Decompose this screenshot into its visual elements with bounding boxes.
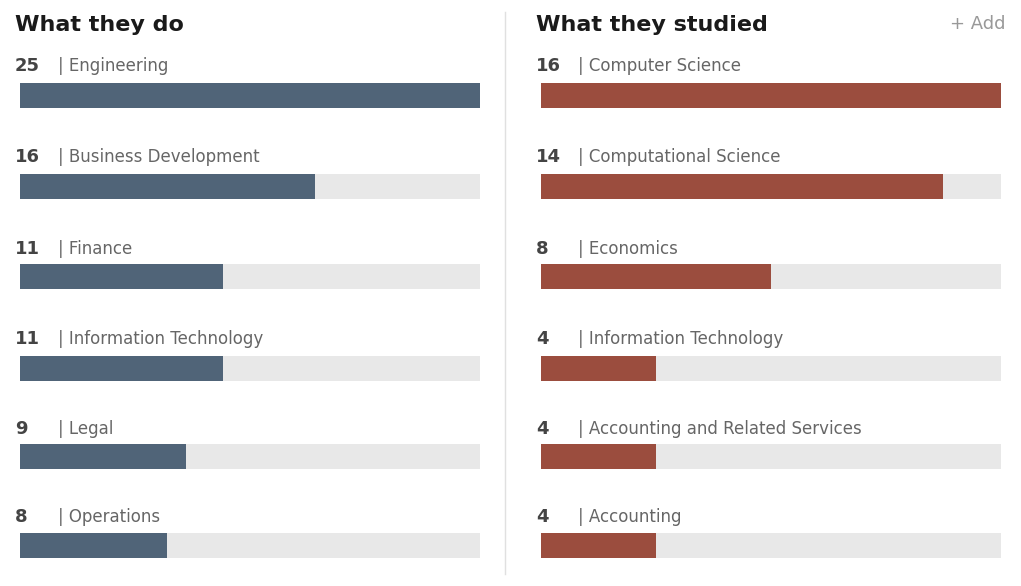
- Bar: [541, 83, 1001, 108]
- Bar: [20, 356, 480, 381]
- Bar: [541, 444, 1001, 469]
- Bar: [20, 174, 314, 199]
- Bar: [20, 174, 480, 199]
- Text: | Finance: | Finance: [57, 240, 132, 258]
- Bar: [541, 356, 1001, 381]
- Text: 8: 8: [15, 508, 28, 526]
- Text: 8: 8: [536, 240, 548, 258]
- Text: 25: 25: [15, 57, 40, 75]
- Bar: [541, 83, 1001, 108]
- Bar: [20, 533, 480, 558]
- Text: | Accounting and Related Services: | Accounting and Related Services: [578, 420, 862, 438]
- Text: | Computational Science: | Computational Science: [578, 148, 781, 166]
- Text: What they do: What they do: [15, 15, 184, 35]
- Bar: [541, 174, 943, 199]
- Bar: [20, 83, 480, 108]
- Text: 11: 11: [15, 240, 40, 258]
- Text: | Information Technology: | Information Technology: [57, 330, 262, 348]
- Bar: [20, 533, 167, 558]
- Text: 4: 4: [536, 330, 548, 348]
- Text: 4: 4: [536, 508, 548, 526]
- Bar: [20, 444, 480, 469]
- Bar: [20, 444, 186, 469]
- Text: 14: 14: [536, 148, 561, 166]
- Bar: [20, 264, 223, 289]
- Text: 4: 4: [536, 420, 548, 438]
- Bar: [541, 444, 655, 469]
- Bar: [541, 356, 655, 381]
- Text: | Engineering: | Engineering: [57, 57, 167, 75]
- Bar: [541, 264, 771, 289]
- Text: 9: 9: [15, 420, 28, 438]
- Text: 16: 16: [536, 57, 561, 75]
- Text: | Operations: | Operations: [57, 508, 159, 526]
- Bar: [20, 264, 480, 289]
- Bar: [541, 533, 655, 558]
- Bar: [541, 533, 1001, 558]
- Text: | Economics: | Economics: [578, 240, 678, 258]
- Bar: [541, 264, 1001, 289]
- Text: + Add: + Add: [951, 15, 1006, 33]
- Text: | Information Technology: | Information Technology: [578, 330, 783, 348]
- Text: | Legal: | Legal: [57, 420, 113, 438]
- Text: | Accounting: | Accounting: [578, 508, 682, 526]
- Text: What they studied: What they studied: [536, 15, 768, 35]
- Text: 11: 11: [15, 330, 40, 348]
- Text: | Computer Science: | Computer Science: [578, 57, 741, 75]
- Bar: [20, 83, 480, 108]
- Bar: [541, 174, 1001, 199]
- Text: 16: 16: [15, 148, 40, 166]
- Text: | Business Development: | Business Development: [57, 148, 259, 166]
- Bar: [20, 356, 223, 381]
